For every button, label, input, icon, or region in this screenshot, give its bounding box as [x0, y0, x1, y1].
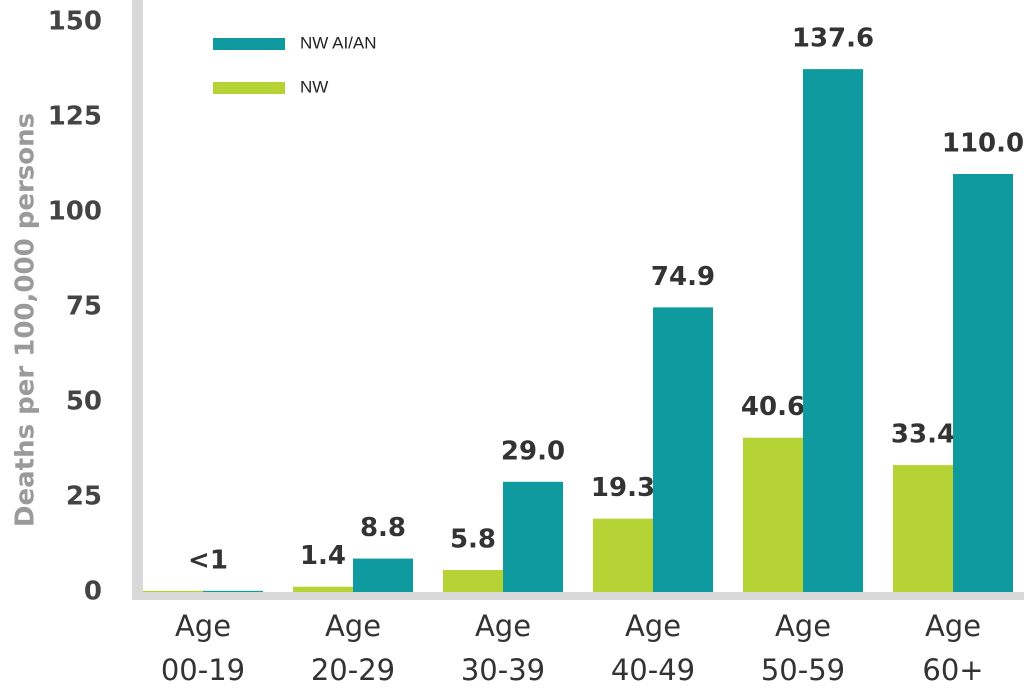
bar: [953, 174, 1013, 592]
x-axis: [138, 592, 1024, 600]
value-label: 33.4: [891, 420, 955, 450]
bar: [503, 481, 563, 592]
x-tick-label: Age 30-39: [461, 609, 545, 687]
y-tick-label: 0: [84, 577, 102, 607]
bar: [353, 558, 413, 592]
y-tick-label: 150: [48, 7, 102, 37]
bar: [893, 465, 953, 592]
value-label: 110.0: [942, 129, 1024, 159]
value-label: 74.9: [651, 262, 715, 292]
legend-label: NW: [300, 77, 328, 96]
bar: [803, 69, 863, 593]
value-label: 137.6: [792, 24, 874, 54]
bar: [203, 590, 263, 592]
y-tick-label: 100: [48, 197, 102, 227]
legend-swatch: [213, 38, 285, 50]
value-label: 40.6: [741, 392, 805, 422]
y-axis: [132, 0, 143, 600]
x-tick-label: Age 50-59: [761, 609, 845, 687]
bar: [143, 590, 203, 592]
y-axis-title: Deaths per 100,000 persons: [11, 113, 41, 527]
value-label: 8.8: [360, 513, 406, 543]
x-tick-label: Age 60+: [922, 609, 983, 687]
bar: [593, 518, 653, 592]
y-tick-label: 50: [66, 387, 102, 417]
bar: [443, 569, 503, 592]
x-tick-label: Age 20-29: [311, 609, 395, 687]
y-tick-label: 25: [66, 482, 102, 512]
value-label: 5.8: [450, 524, 496, 554]
y-tick-label: 125: [48, 102, 102, 132]
value-label: 19.3: [591, 473, 655, 503]
x-tick-label: Age 00-19: [161, 609, 245, 687]
legend-swatch: [213, 82, 285, 94]
bar: [293, 586, 353, 592]
x-tick-label: Age 40-49: [611, 609, 695, 687]
bar: [743, 437, 803, 592]
value-label: 1.4: [300, 541, 346, 571]
value-label: 29.0: [501, 436, 565, 466]
legend-label: NW AI/AN: [300, 33, 377, 52]
y-tick-label: 75: [66, 292, 102, 322]
bar: [653, 307, 713, 592]
value-label: <1: [188, 545, 228, 575]
